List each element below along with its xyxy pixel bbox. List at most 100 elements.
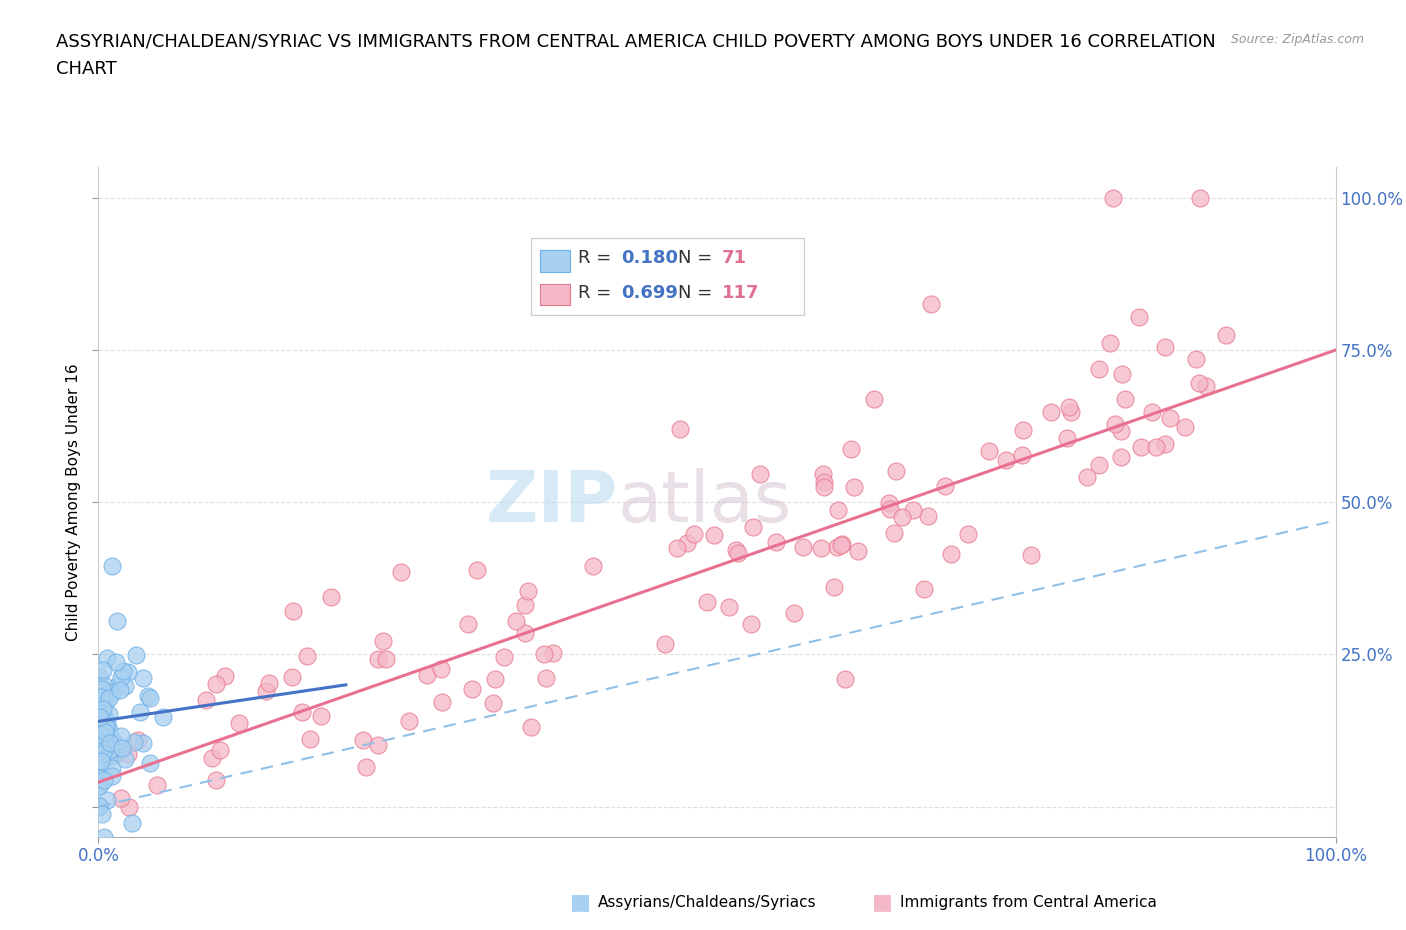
Point (101, 685, 124, 700)
Point (94, 719, 117, 734)
Point (91, 663, 114, 678)
Point (740, 617, 762, 631)
Point (94, 724, 117, 739)
Point (139, 690, 162, 705)
Point (665, 540, 688, 555)
Text: Immigrants from Central America: Immigrants from Central America (900, 895, 1157, 910)
Point (727, 546, 749, 561)
Point (505, 613, 527, 628)
Point (1111, 366, 1133, 381)
Point (432, 695, 454, 710)
Text: atlas: atlas (619, 468, 793, 537)
Text: R =: R = (578, 285, 617, 302)
Point (1102, 191, 1125, 206)
Point (582, 558, 605, 573)
Point (91, 701, 114, 716)
Point (309, 709, 332, 724)
Point (994, 452, 1017, 467)
Point (1040, 405, 1063, 419)
Point (125, 647, 148, 662)
Point (1174, 419, 1197, 434)
Point (792, 539, 814, 554)
Point (683, 527, 706, 542)
Point (1215, 327, 1237, 342)
Point (96, 651, 118, 666)
Point (204, 773, 226, 788)
Point (977, 444, 1000, 458)
Point (457, 616, 479, 631)
Text: ZIP: ZIP (486, 468, 619, 537)
Point (1154, 437, 1177, 452)
Point (104, 655, 127, 670)
Point (132, 671, 155, 685)
Point (93, 773, 115, 788)
Point (696, 594, 718, 609)
Point (129, 705, 152, 720)
Point (389, 565, 412, 579)
Point (765, 534, 787, 549)
Point (461, 682, 484, 697)
Point (295, 649, 318, 664)
Text: R =: R = (578, 249, 617, 268)
Point (89, 710, 111, 724)
Point (827, 503, 849, 518)
Point (117, 665, 139, 680)
Text: ■: ■ (872, 892, 893, 912)
Point (890, 510, 912, 525)
Point (121, 816, 143, 830)
Point (465, 563, 488, 578)
Point (374, 652, 396, 667)
Point (352, 732, 374, 747)
Point (87, 669, 110, 684)
Point (492, 649, 515, 664)
Text: 71: 71 (723, 249, 747, 268)
Point (89, 726, 111, 741)
Point (1114, 392, 1136, 406)
Point (1159, 411, 1181, 426)
Point (823, 579, 845, 594)
Point (98, 684, 121, 699)
Point (367, 737, 389, 752)
Point (1057, 399, 1080, 414)
Point (543, 645, 565, 660)
Point (901, 502, 924, 517)
Point (1087, 362, 1109, 377)
Point (842, 480, 865, 495)
Point (1060, 405, 1083, 419)
Point (89, 737, 111, 751)
Point (920, 297, 942, 312)
Text: 117: 117 (723, 285, 759, 302)
Point (830, 538, 852, 552)
Point (139, 756, 162, 771)
Point (91, 711, 114, 725)
Y-axis label: Child Poverty Among Boys Under 16: Child Poverty Among Boys Under 16 (66, 364, 82, 641)
Point (430, 661, 453, 676)
Point (205, 677, 228, 692)
Point (90, 776, 112, 790)
Point (145, 778, 167, 793)
Point (533, 646, 555, 661)
Point (96, 792, 118, 807)
Point (724, 543, 747, 558)
Point (93, 744, 115, 759)
Point (299, 731, 322, 746)
Point (1012, 423, 1035, 438)
Point (1087, 458, 1109, 472)
Text: Source: ZipAtlas.com: Source: ZipAtlas.com (1230, 33, 1364, 46)
Point (94, 696, 117, 711)
Point (319, 590, 342, 604)
Point (1140, 405, 1163, 419)
Point (93, 830, 115, 844)
Point (209, 742, 232, 757)
Point (1104, 417, 1126, 432)
Point (90, 753, 112, 768)
Point (110, 683, 132, 698)
Point (103, 736, 125, 751)
Point (884, 463, 907, 478)
Point (934, 478, 956, 493)
Point (367, 652, 389, 667)
Point (831, 537, 853, 551)
Point (90, 729, 112, 744)
Point (90, 770, 112, 785)
Point (127, 732, 149, 747)
